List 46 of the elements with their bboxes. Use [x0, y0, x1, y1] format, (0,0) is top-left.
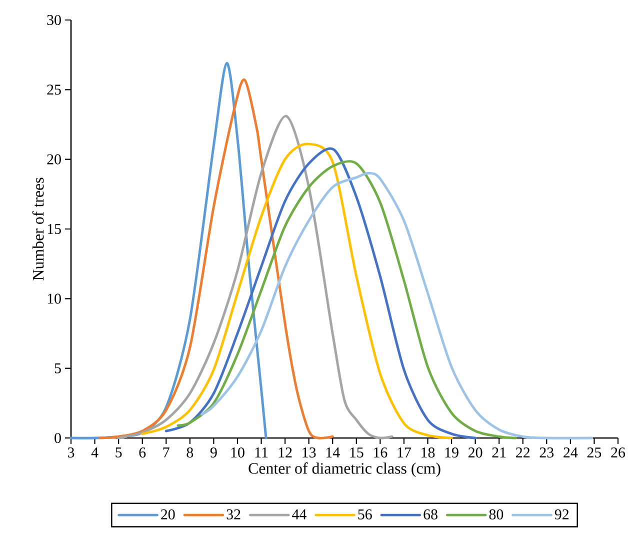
y-tick-label: 25 — [47, 84, 61, 95]
y-tick-label: 15 — [48, 224, 61, 234]
x-tick-label: 6 — [139, 447, 146, 458]
line-series — [98, 78, 334, 440]
legend-label: 32 — [226, 509, 240, 520]
x-axis-title: Center of diametric class (cm) — [248, 462, 440, 478]
x-tick-label: 14 — [326, 447, 340, 458]
y-tick-label: 20 — [47, 154, 61, 164]
x-tick-label: 8 — [186, 447, 194, 458]
legend-label: 56 — [358, 509, 372, 520]
x-tick-label: 4 — [91, 447, 98, 458]
legend-label: 44 — [292, 509, 306, 520]
x-tick-label: 17 — [398, 447, 411, 458]
legend-label: 92 — [554, 509, 569, 520]
legend-label: 20 — [161, 509, 175, 520]
x-tick-label: 25 — [587, 447, 602, 458]
x-tick-label: 9 — [210, 447, 217, 458]
x-tick-label: 22 — [516, 447, 530, 458]
y-tick-label: 5 — [54, 363, 61, 374]
y-axis-title: Number of trees — [32, 178, 44, 280]
x-tick-label: 21 — [492, 447, 506, 458]
x-tick-label: 7 — [163, 447, 170, 458]
line-series — [141, 142, 453, 440]
y-tick-label: 0 — [54, 432, 61, 444]
x-tick-label: 16 — [374, 447, 388, 458]
x-tick-label: 26 — [611, 447, 626, 458]
legend-label: 80 — [489, 509, 504, 520]
x-tick-label: 3 — [68, 447, 74, 458]
x-tick-label: 20 — [468, 447, 482, 458]
x-tick-label: 5 — [116, 447, 122, 458]
x-tick-label: 19 — [445, 447, 458, 458]
line-series — [117, 114, 394, 440]
line-series — [70, 62, 268, 440]
legend-label: 68 — [424, 509, 438, 520]
line-series — [200, 172, 594, 440]
x-tick-label: 18 — [422, 447, 435, 458]
y-tick-label: 30 — [47, 14, 61, 26]
x-tick-label: 13 — [302, 447, 316, 458]
x-tick-label: 24 — [564, 447, 578, 458]
x-tick-label: 10 — [231, 447, 244, 458]
y-tick-label: 10 — [48, 294, 61, 304]
x-tick-label: 12 — [278, 447, 292, 458]
x-tick-label: 11 — [255, 447, 268, 458]
x-tick-label: 23 — [540, 447, 554, 458]
x-tick-label: 15 — [350, 447, 364, 458]
line-series — [164, 147, 477, 440]
